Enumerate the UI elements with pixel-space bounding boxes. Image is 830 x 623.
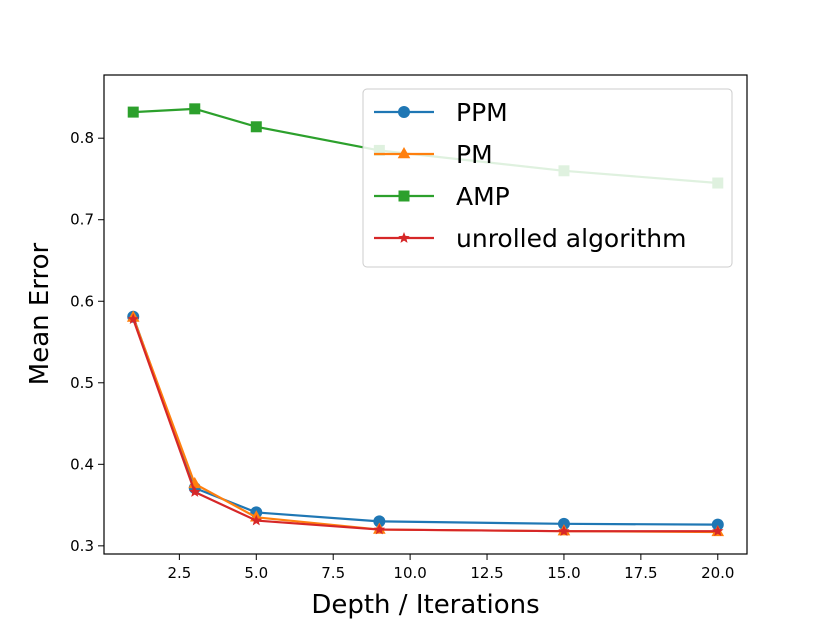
legend-marker-amp [398,190,410,202]
data-point-ppm [373,515,386,528]
data-point-amp [189,103,201,115]
x-tick-label: 20.0 [701,564,734,582]
y-tick-label: 0.3 [70,537,94,555]
x-tick-label: 7.5 [321,564,345,582]
legend-label-ppm: PPM [456,98,508,127]
legend-label-amp: AMP [456,182,510,211]
plot-frame [103,74,748,555]
series-unrolled-algorithm [127,313,724,537]
legend-item-amp: AMP [374,182,510,211]
data-point-ppm [711,518,724,531]
x-tick-label: 17.5 [624,564,657,582]
data-point-amp [250,121,262,133]
series-line-ppm [132,316,718,526]
data-point-ppm [557,517,570,530]
x-tick-label: 10.0 [393,564,426,582]
data-point-unrolled-algorithm [558,525,570,537]
legend-label-pm: PM [456,140,493,169]
x-tick-label: 15.0 [547,564,580,582]
data-point-unrolled-algorithm [189,486,201,497]
legend-box [362,88,733,268]
x-axis-label: Depth / Iterations [311,590,539,620]
data-point-amp [127,106,139,118]
x-tick-label: 12.5 [470,564,503,582]
legend-item-unrolled-algorithm: unrolled algorithm [374,224,686,253]
legend-marker-ppm [398,106,410,118]
y-axis: 0.3 0.4 0.5 0.6 0.7 0.8 [70,129,104,555]
x-tick-label: 2.5 [167,564,191,582]
data-point-unrolled-algorithm [127,313,139,325]
y-tick-label: 0.5 [70,374,94,392]
data-point-unrolled-algorithm [373,523,386,535]
data-point-unrolled-algorithm [250,514,262,526]
x-tick-label: 5.0 [244,564,268,582]
legend: PPM PM AMP unrolled algorithm [362,88,733,268]
legend-label-unrolled-algorithm: unrolled algorithm [456,224,686,253]
data-point-unrolled-algorithm [712,525,724,537]
x-axis: 2.5 5.0 7.5 10.0 12.5 15.0 17.5 20.0 [167,554,734,582]
legend-marker-unrolled-algorithm [398,232,410,243]
series-line-unrolled-algorithm [132,318,718,533]
y-axis-label: Mean Error [25,242,55,385]
y-tick-label: 0.8 [70,129,94,147]
legend-item-ppm: PPM [374,98,508,127]
y-tick-label: 0.4 [70,455,94,473]
legend-item-pm: PM [374,140,493,169]
legend-marker-pm [397,147,411,159]
y-tick-label: 0.7 [70,211,94,229]
y-tick-label: 0.6 [70,292,94,310]
